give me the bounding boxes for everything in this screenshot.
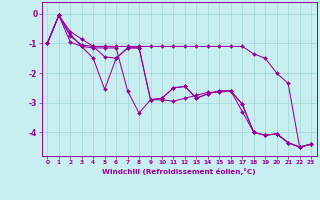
X-axis label: Windchill (Refroidissement éolien,°C): Windchill (Refroidissement éolien,°C) <box>102 168 256 175</box>
